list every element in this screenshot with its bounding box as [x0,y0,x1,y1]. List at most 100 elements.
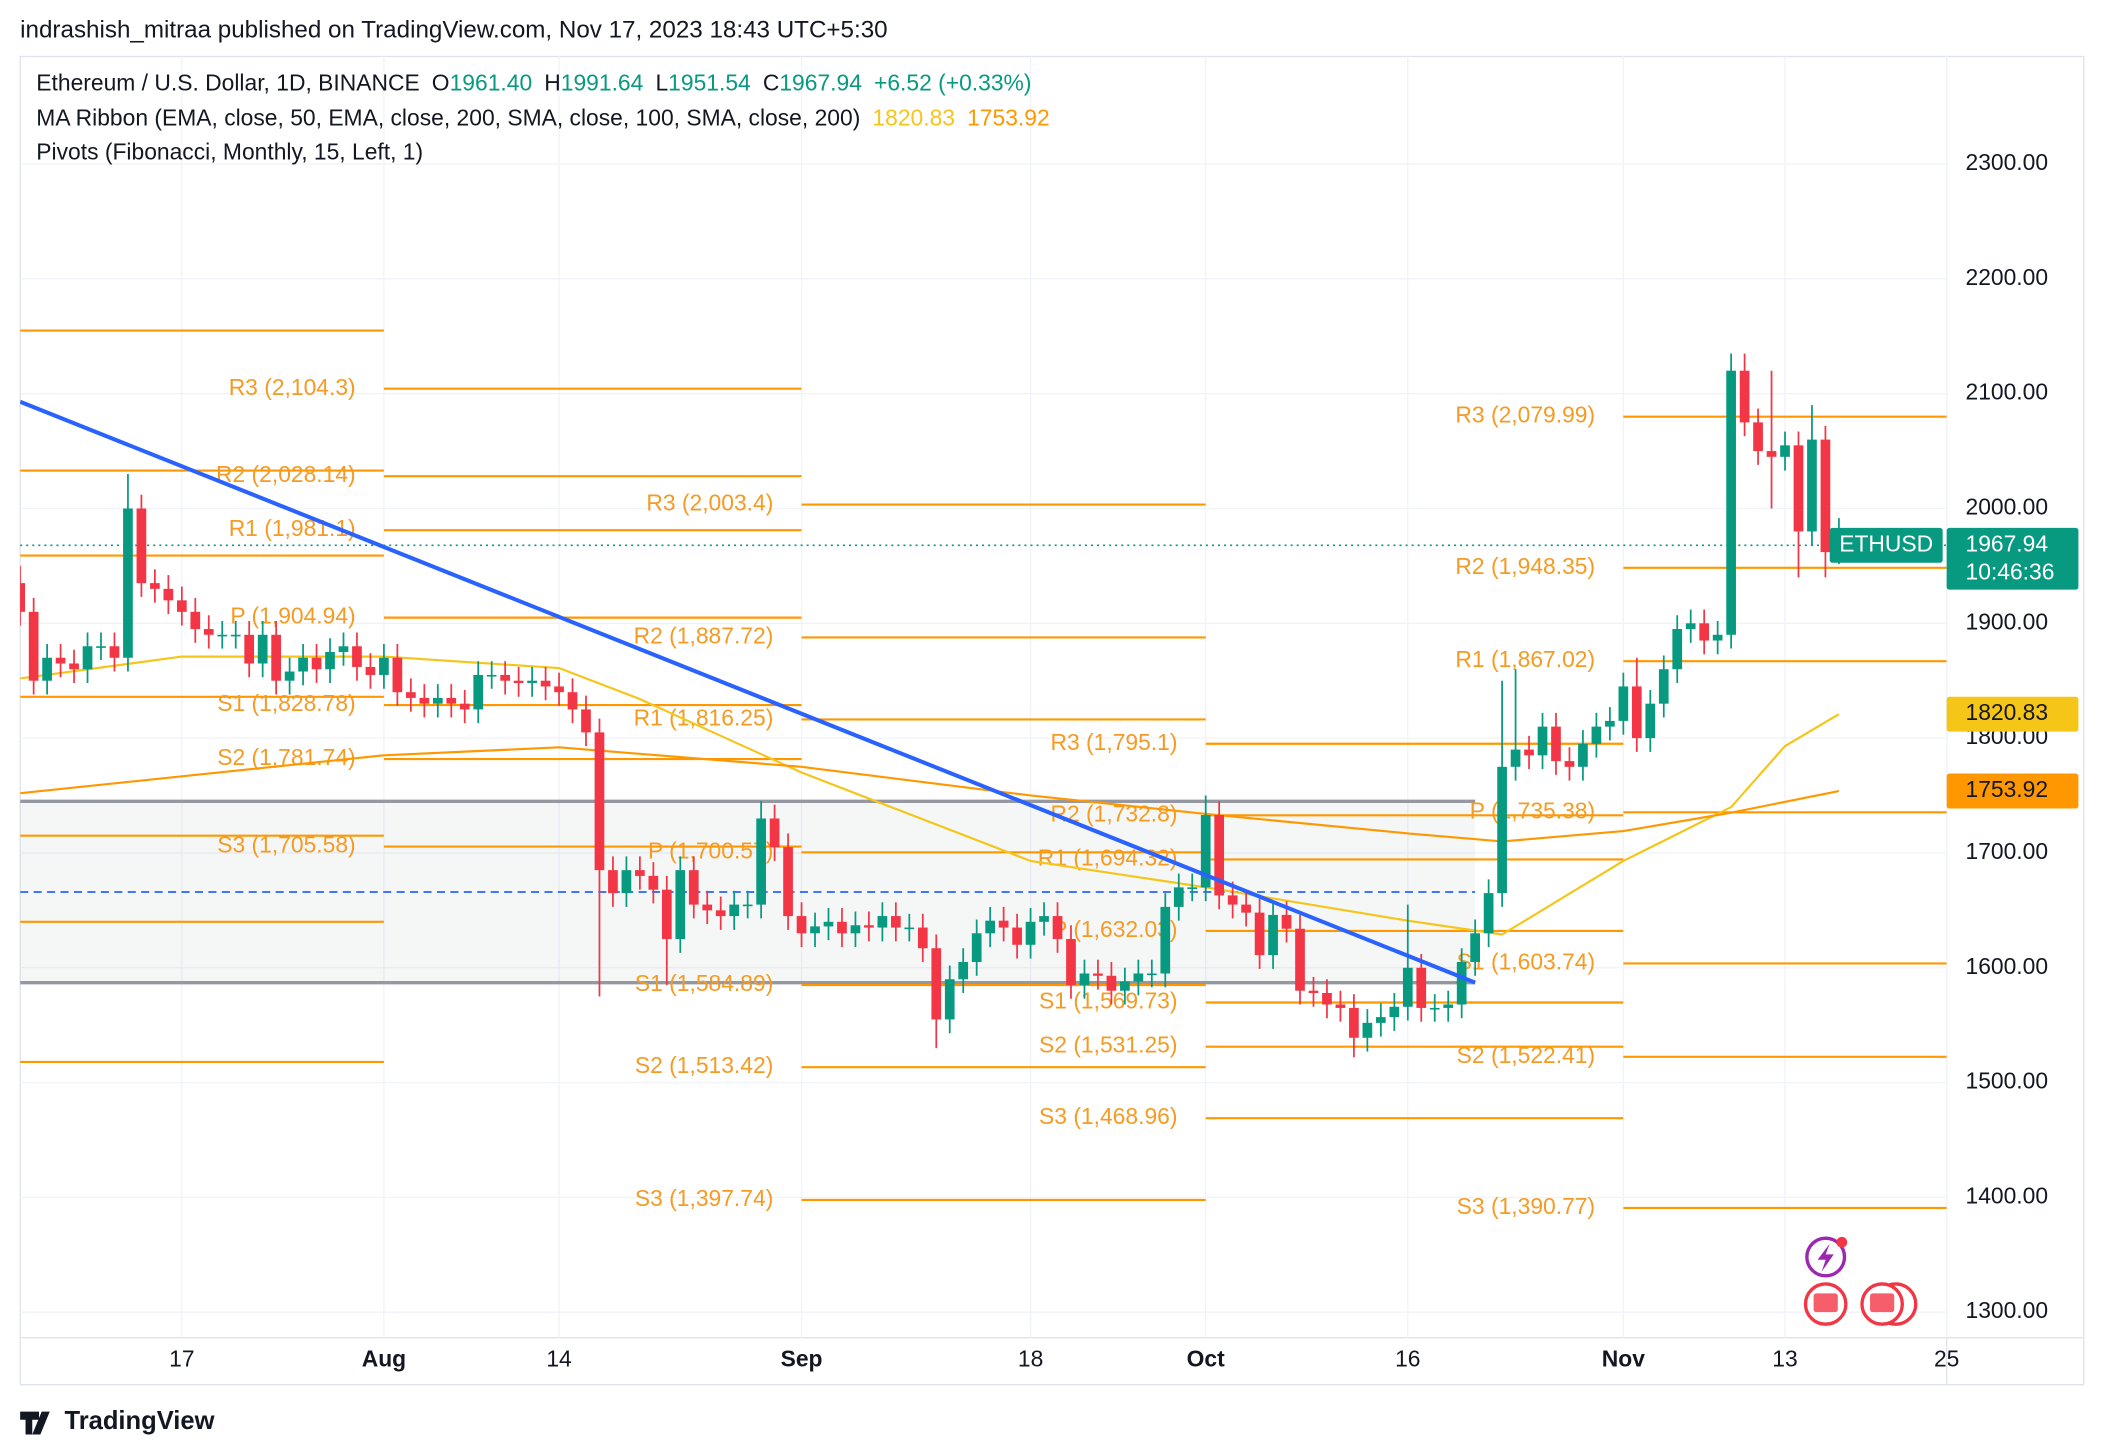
candle-body [1389,1006,1400,1018]
candle-body [55,657,66,664]
candle-body [203,629,214,635]
candle-body [486,674,497,677]
candle-body [96,646,106,648]
legend-key: C [763,70,780,96]
frame [19,55,2085,1386]
candle-body [864,925,874,928]
candle-body [298,657,308,672]
countdown: 10:46:36 [1965,559,2054,585]
candle-body [1645,703,1656,739]
x-tick-label: 17 [169,1346,194,1372]
candle-body [702,904,713,911]
candle-body [1362,1022,1373,1038]
y-tick-label: 2100.00 [1965,379,2048,405]
candle-body [1726,370,1736,635]
candle-body [1820,439,1831,553]
candle-body [1739,370,1750,423]
candle-body [581,709,591,733]
candle-body [971,933,982,963]
ma-axis-label: 1753.92 [1965,776,2048,802]
candle-body [837,921,847,934]
pivot-label: R3 (2,104.3) [229,374,356,400]
x-tick-label: Aug [362,1346,406,1372]
candle-body [823,921,834,927]
legend-ma-title: MA Ribbon (EMA, close, 50, EMA, close, 2… [36,105,860,131]
candle-body [123,508,133,658]
candle-body [1578,743,1588,767]
candle-body [527,680,537,684]
candle-body [1093,973,1103,976]
candle-body [958,962,969,980]
flag [1870,1293,1895,1313]
y-tick-label: 1400.00 [1965,1182,2048,1208]
candle-body [244,634,255,664]
candle-body [985,920,996,934]
y-tick-label: 1700.00 [1965,838,2048,864]
candle-body [1766,451,1777,457]
candle-body [1335,1004,1346,1008]
legend: Ethereum / U.S. Dollar, 1D, BINANCE O1961… [36,70,1049,165]
candle-body [338,646,349,653]
x-tick-label: 14 [546,1346,572,1372]
candle-body [998,920,1009,928]
legend-change: +6.52 (+0.33%) [874,70,1031,96]
candle-body [1416,967,1427,1008]
candle-body [1712,634,1723,641]
candle-body [1012,927,1022,945]
pivot-label: S3 (1,390.77) [1457,1193,1595,1219]
candle-body [1349,1007,1359,1038]
ma-axis-box [1946,696,2079,732]
candle-body [1268,914,1278,956]
candle-body [271,634,281,681]
price-label: 1967.94 [1965,530,2048,556]
plot: R3 (2,104.3)R2 (2,028.14)R1 (1,981.1)P (… [20,329,1947,1219]
icons [1803,1236,1918,1326]
x-tick-label: 25 [1934,1346,1959,1372]
x-tick-label: Oct [1187,1346,1225,1372]
candle-body [1456,962,1467,1005]
candle-body [1187,887,1198,889]
candle-body [150,583,160,589]
candle-body [661,889,672,940]
candle-body [769,818,780,848]
candle-body [325,652,335,670]
candle-body [1429,1007,1440,1010]
y-tick-label: 1500.00 [1965,1068,2048,1094]
candle-body [513,680,524,684]
candle-body [446,697,457,704]
candle-body [850,925,861,934]
candle-body [567,692,578,710]
alert-dot [1836,1236,1848,1248]
candle-body [190,611,201,630]
x-tick-label: 16 [1395,1346,1420,1372]
candle-body [1753,422,1763,452]
candle-body [1025,921,1036,945]
pivot-label: P (1,735.38) [1470,797,1595,823]
symbol-box [1829,527,1943,563]
candle-body [28,611,39,681]
candle-body [379,657,389,675]
candle-body [608,870,618,894]
x-tick-label: 13 [1772,1346,1797,1372]
y-tick-label: 2000.00 [1965,494,2048,520]
candle-body [1631,686,1642,739]
candle-body [1510,749,1521,767]
candle-body [1133,973,1144,982]
candle-body [432,697,443,704]
candle-body [1672,629,1683,670]
candle-body [163,588,174,601]
candle-body [1375,1017,1386,1023]
candle-body [1079,973,1090,985]
pivot-label: R3 (2,003.4) [646,490,773,516]
y-tick-label: 1300.00 [1965,1297,2048,1323]
candle-body [1807,439,1817,532]
legend-ma: MA Ribbon (EMA, close, 50, EMA, close, 2… [36,105,1049,131]
candle-body [20,583,26,612]
legend-ma-value: 1753.92 [967,105,1050,131]
candle-body [1793,445,1804,532]
candle-body [1685,623,1696,630]
candle-body [257,634,268,664]
candle-body [675,870,686,940]
pivot-label: R1 (1,816.25) [634,704,774,730]
